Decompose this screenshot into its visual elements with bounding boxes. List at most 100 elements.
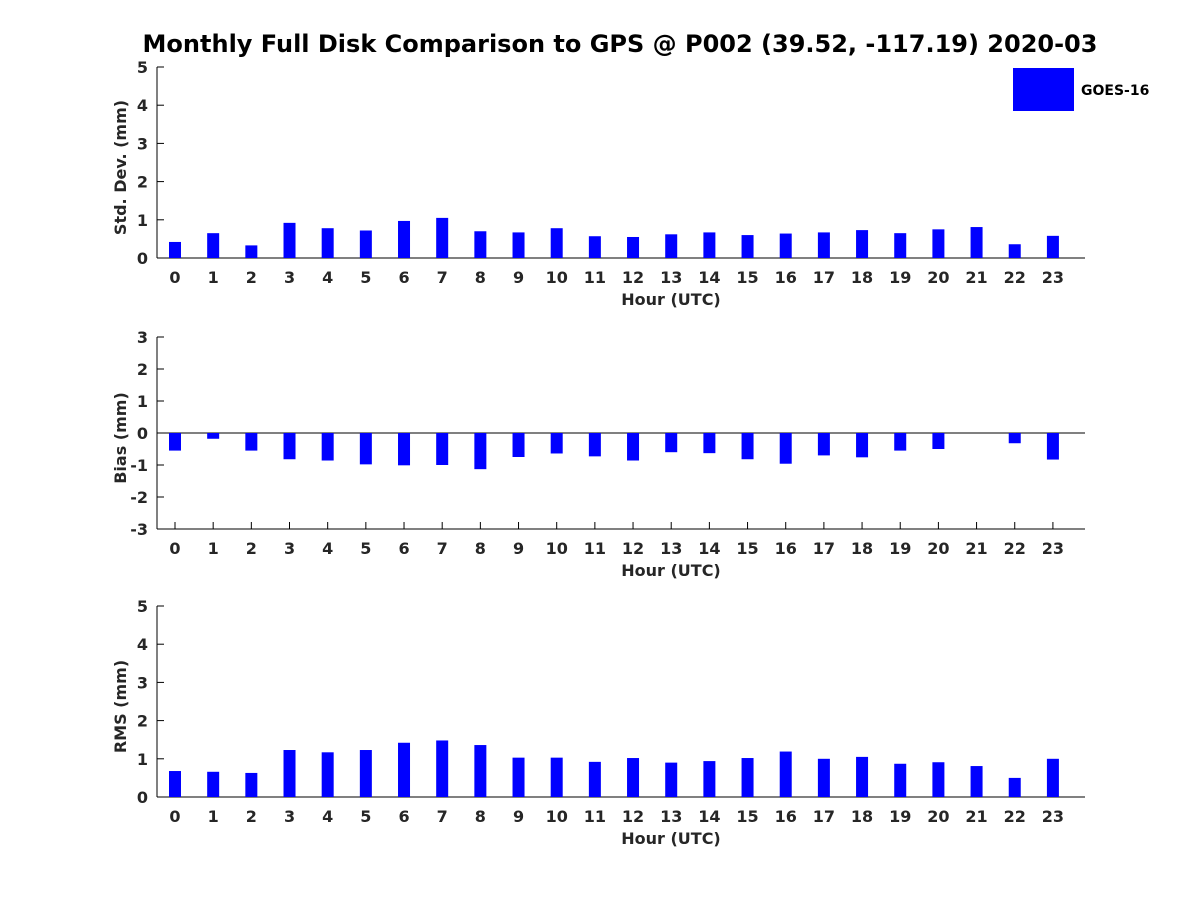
bar	[474, 231, 487, 258]
x-tick-label: 9	[513, 539, 524, 558]
bar	[665, 234, 678, 258]
bar	[359, 433, 372, 465]
bar	[436, 740, 449, 797]
x-axis-label: Hour (UTC)	[621, 829, 721, 848]
bar	[817, 232, 830, 258]
x-tick-label: 2	[246, 539, 257, 558]
bar	[703, 761, 716, 797]
y-tick-label: 2	[137, 173, 148, 192]
y-tick-label: 5	[137, 58, 148, 77]
bar	[1046, 433, 1059, 460]
x-tick-label: 23	[1042, 807, 1064, 826]
x-tick-label: 7	[437, 807, 448, 826]
x-tick-label: 0	[169, 539, 180, 558]
bar	[741, 433, 754, 460]
x-tick-label: 4	[322, 539, 333, 558]
x-tick-label: 2	[246, 268, 257, 287]
bar	[1008, 244, 1021, 258]
x-tick-label: 19	[889, 807, 911, 826]
y-tick-label: 0	[137, 249, 148, 268]
bar	[1046, 758, 1059, 797]
x-tick-label: 8	[475, 807, 486, 826]
x-tick-label: 16	[775, 807, 797, 826]
x-tick-label: 4	[322, 807, 333, 826]
bar	[321, 433, 334, 461]
bar	[932, 433, 945, 449]
y-tick-label: 1	[137, 211, 148, 230]
bar	[283, 433, 296, 460]
y-tick-label: 0	[137, 424, 148, 443]
bar	[1046, 235, 1059, 258]
bar	[169, 771, 181, 797]
y-tick-label: -3	[130, 520, 148, 539]
bar	[512, 232, 525, 258]
legend-swatch	[1013, 68, 1074, 111]
x-tick-label: 19	[889, 268, 911, 287]
x-tick-label: 10	[546, 539, 568, 558]
y-tick-label: 0	[137, 788, 148, 807]
y-tick-label: 3	[137, 673, 148, 692]
x-tick-label: 23	[1042, 268, 1064, 287]
bar	[627, 236, 640, 258]
bar	[741, 235, 754, 258]
bar	[665, 433, 678, 453]
x-tick-label: 17	[813, 268, 835, 287]
x-tick-label: 16	[775, 539, 797, 558]
x-tick-label: 12	[622, 807, 644, 826]
y-axis-label: Bias (mm)	[111, 392, 130, 484]
bar	[550, 433, 563, 454]
x-tick-label: 9	[513, 807, 524, 826]
x-tick-label: 11	[584, 268, 606, 287]
bar	[1008, 777, 1021, 797]
bar	[588, 236, 601, 258]
y-axis-label: RMS (mm)	[111, 660, 130, 753]
x-axis-label: Hour (UTC)	[621, 290, 721, 309]
bar	[588, 761, 601, 797]
y-tick-label: 4	[137, 635, 148, 654]
x-tick-label: 17	[813, 539, 835, 558]
x-tick-label: 23	[1042, 539, 1064, 558]
bar	[703, 232, 716, 258]
bar	[512, 433, 525, 457]
x-tick-label: 0	[169, 807, 180, 826]
x-tick-label: 6	[398, 807, 409, 826]
bar	[474, 433, 487, 470]
x-tick-label: 17	[813, 807, 835, 826]
bar	[856, 433, 869, 458]
bar	[970, 227, 983, 258]
x-tick-label: 1	[208, 807, 219, 826]
x-tick-label: 16	[775, 268, 797, 287]
x-tick-label: 18	[851, 268, 873, 287]
bar	[665, 762, 678, 797]
x-tick-label: 20	[927, 539, 949, 558]
bar	[741, 758, 754, 797]
bar	[207, 771, 220, 797]
bar	[894, 763, 907, 797]
bar	[245, 772, 258, 797]
bar	[703, 433, 716, 454]
bar	[398, 433, 411, 466]
bar	[779, 433, 792, 464]
bar	[817, 758, 830, 797]
x-tick-label: 1	[208, 539, 219, 558]
x-tick-label: 22	[1004, 268, 1026, 287]
x-tick-label: 20	[927, 807, 949, 826]
y-tick-label: 3	[137, 328, 148, 347]
bar	[970, 766, 983, 797]
bar	[169, 433, 181, 451]
x-tick-label: 8	[475, 539, 486, 558]
x-tick-label: 10	[546, 268, 568, 287]
x-tick-label: 7	[437, 539, 448, 558]
bar	[398, 742, 411, 797]
bar	[779, 751, 792, 797]
x-tick-label: 11	[584, 539, 606, 558]
x-tick-label: 21	[965, 807, 987, 826]
bar	[359, 750, 372, 797]
bar	[283, 750, 296, 797]
x-tick-label: 4	[322, 268, 333, 287]
x-tick-label: 0	[169, 268, 180, 287]
x-tick-label: 1	[208, 268, 219, 287]
bar	[779, 233, 792, 258]
bar	[932, 762, 945, 797]
